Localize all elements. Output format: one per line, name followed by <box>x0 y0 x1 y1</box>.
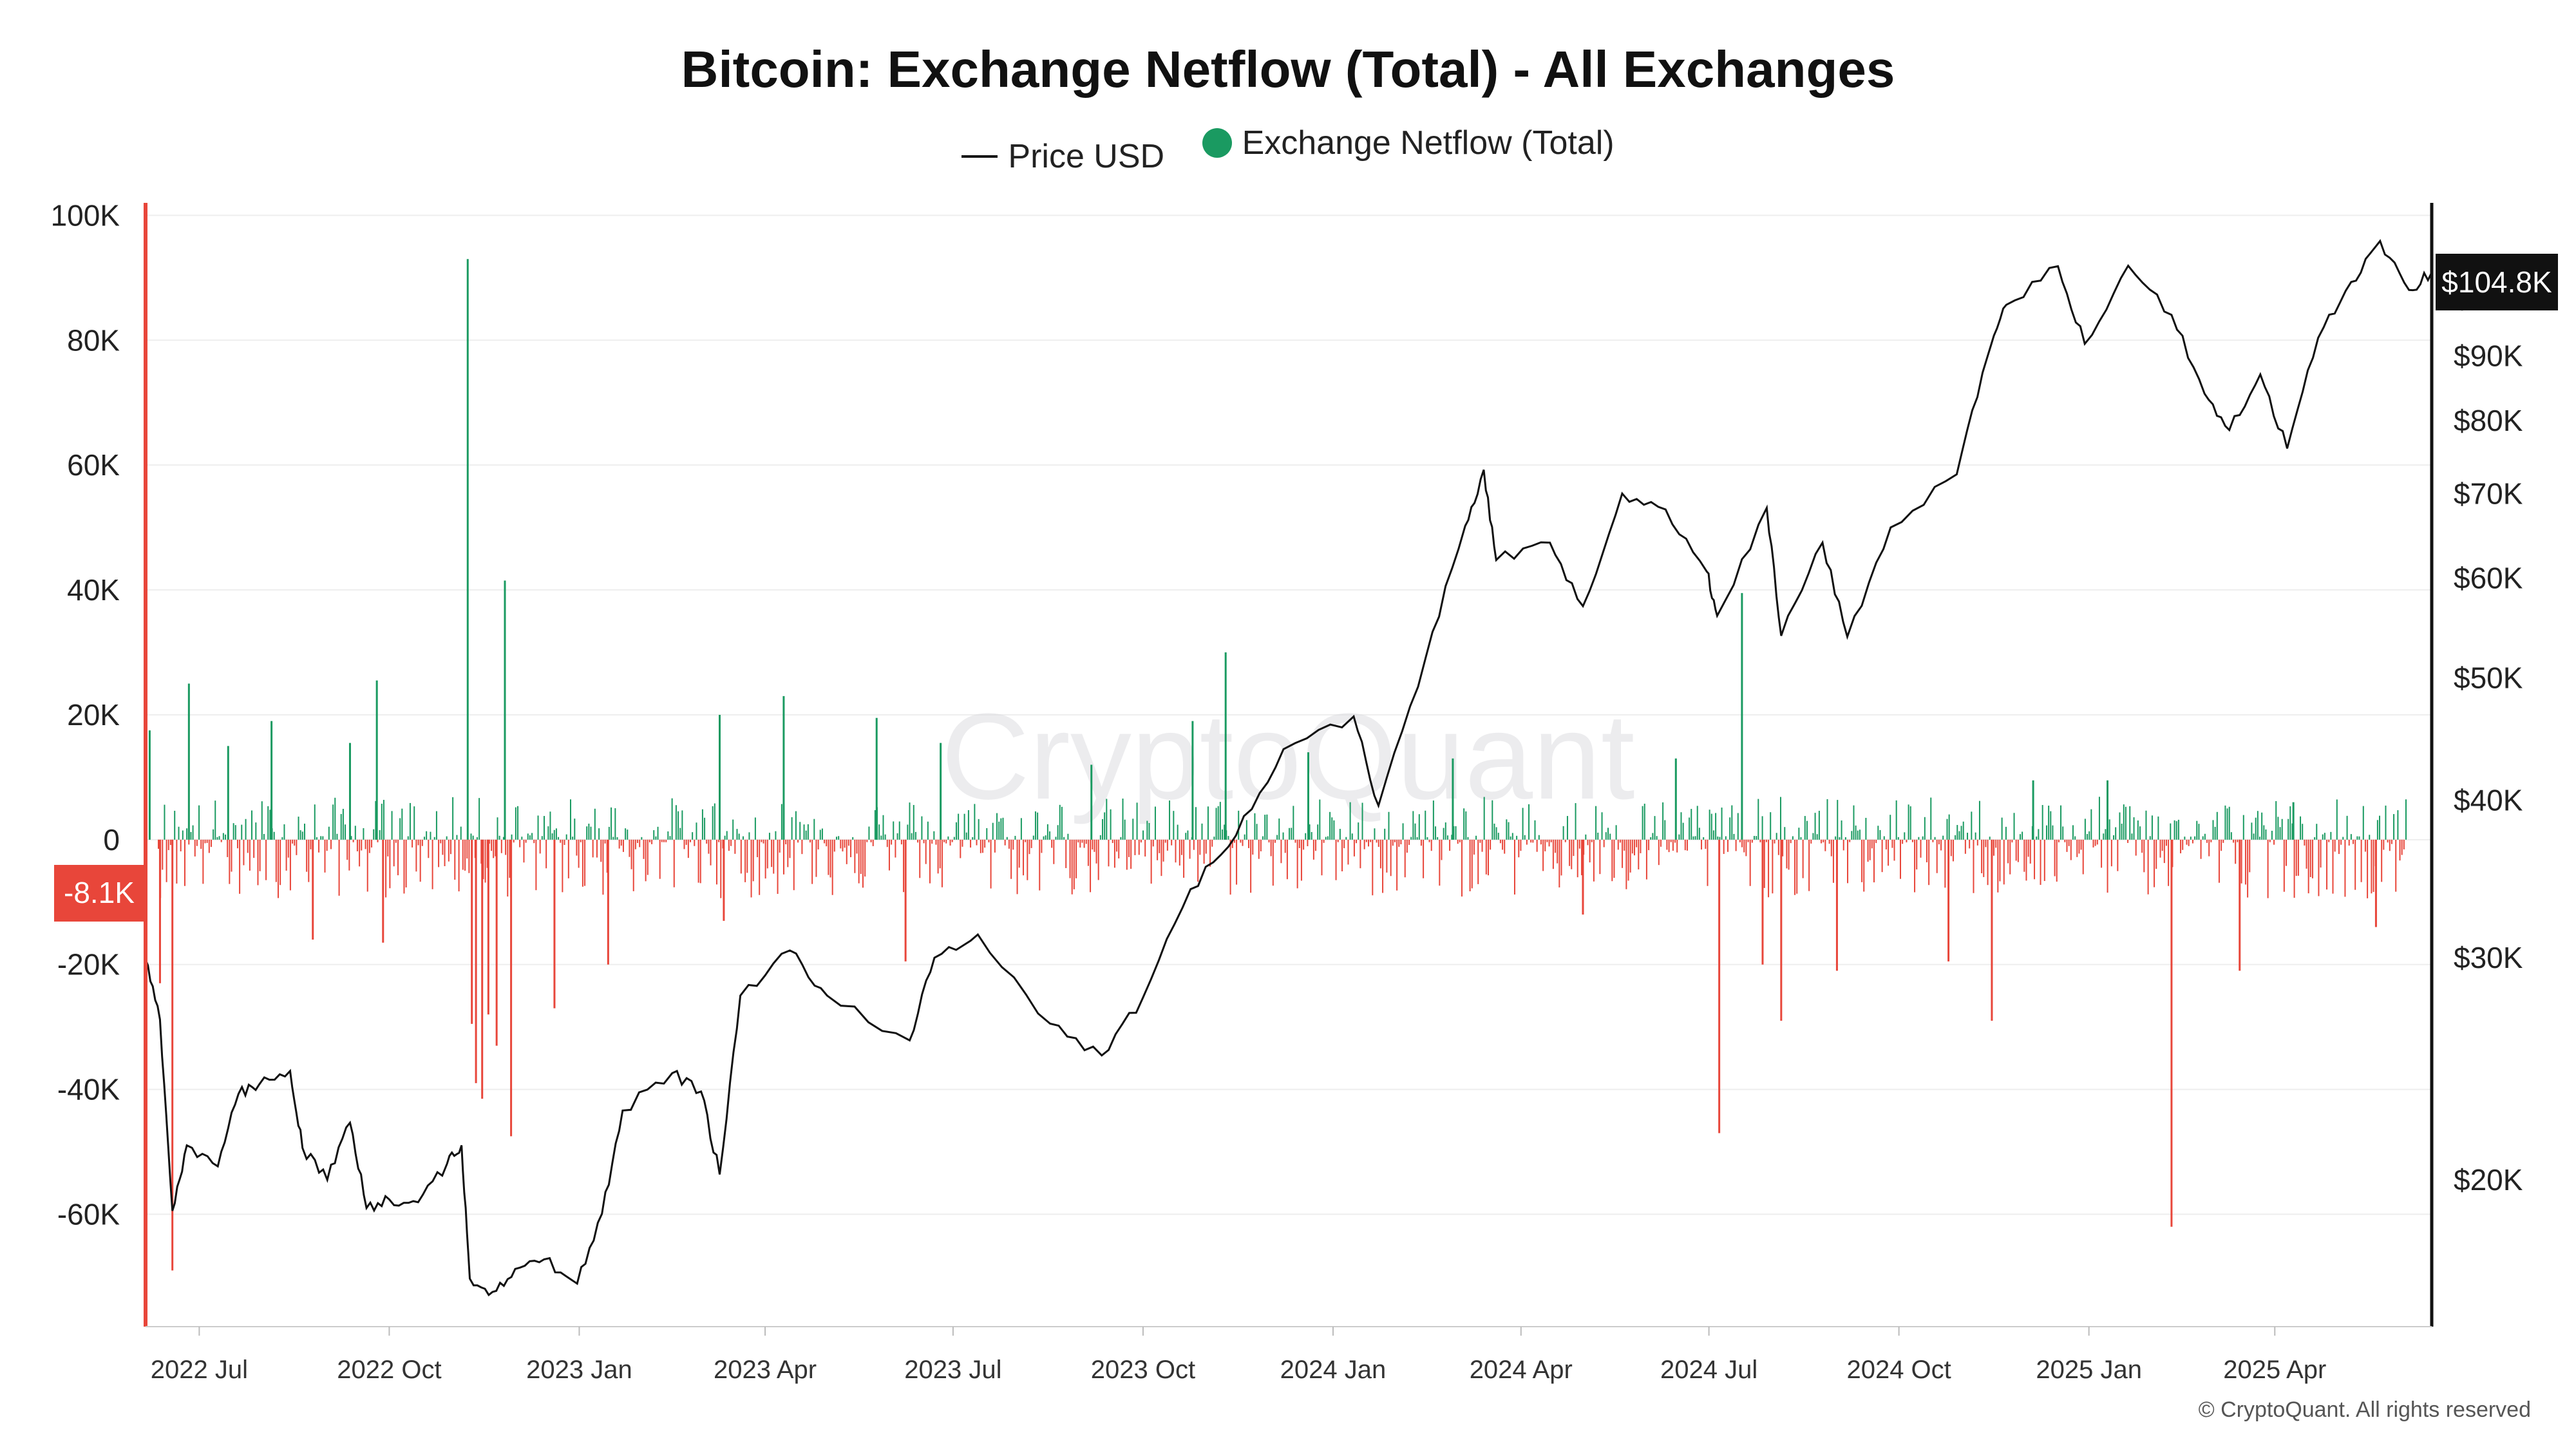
latest-price-value: $104.8K <box>2441 265 2552 299</box>
left-tick-label: 20K <box>67 698 120 732</box>
x-tick-label: 2025 Apr <box>2223 1356 2326 1384</box>
x-tick-label: 2024 Jul <box>1660 1356 1757 1384</box>
right-tick-label: $60K <box>2454 562 2523 595</box>
netflow-bars <box>148 259 2407 1271</box>
right-tick-label: $30K <box>2454 941 2523 974</box>
left-axis-ticks: 100K 80K 60K 40K 20K 0 -20K -40K -60K <box>51 198 120 1231</box>
left-tick-label: 100K <box>51 198 120 232</box>
left-tick-label: -40K <box>57 1073 120 1106</box>
copyright-credit: © CryptoQuant. All rights reserved <box>2198 1397 2531 1422</box>
legend-label-price: Price USD <box>1008 138 1165 175</box>
x-axis-ticks: 2022 Jul 2022 Oct 2023 Jan 2023 Apr 2023 Jul… <box>151 1327 2326 1384</box>
latest-netflow-value: -8.1K <box>64 876 135 909</box>
left-tick-label: 0 <box>103 823 120 857</box>
x-tick-label: 2023 Oct <box>1091 1356 1195 1384</box>
legend-dot-marker <box>1202 128 1232 158</box>
latest-price-badge-bg <box>2436 254 2558 310</box>
x-tick-label: 2024 Apr <box>1470 1356 1573 1384</box>
left-tick-label: -20K <box>57 948 120 981</box>
left-tick-label: -60K <box>57 1198 120 1231</box>
right-tick-label: $40K <box>2454 783 2523 817</box>
price-line <box>144 239 2433 1297</box>
latest-price-badge: $104.8K <box>2436 254 2558 310</box>
legend-line-marker <box>961 155 998 158</box>
x-tick-label: 2023 Apr <box>714 1356 817 1384</box>
right-tick-label: $50K <box>2454 661 2523 695</box>
left-tick-label: 40K <box>67 573 120 607</box>
x-tick-label: 2025 Jan <box>2036 1356 2142 1384</box>
legend-label-netflow: Exchange Netflow (Total) <box>1242 124 1615 162</box>
x-tick-label: 2023 Jul <box>904 1356 1001 1384</box>
right-tick-label: $80K <box>2454 404 2523 437</box>
legend-item-netflow[interactable]: Exchange Netflow (Total) <box>1202 124 1615 162</box>
legend-item-price[interactable]: Price USD <box>961 137 1164 176</box>
watermark: CryptoQuant <box>941 688 1634 825</box>
x-tick-label: 2023 Jan <box>526 1356 632 1384</box>
right-tick-label: $70K <box>2454 477 2523 510</box>
x-tick-label: 2024 Oct <box>1846 1356 1951 1384</box>
right-axis-ticks: $100K$90K$80K$70K$60K$50K$40K$30K$20K <box>2454 281 2539 1197</box>
left-tick-label: 80K <box>67 323 120 357</box>
legend: Price USD Exchange Netflow (Total) <box>0 124 2576 176</box>
right-tick-label: $90K <box>2454 339 2523 373</box>
chart-title: Bitcoin: Exchange Netflow (Total) - All … <box>681 41 1895 98</box>
x-tick-label: 2022 Jul <box>151 1356 248 1384</box>
latest-netflow-badge-bg <box>54 865 144 922</box>
right-tick-label: $20K <box>2454 1163 2523 1197</box>
x-tick-label: 2024 Jan <box>1280 1356 1387 1384</box>
latest-netflow-badge: -8.1K <box>54 865 144 922</box>
x-tick-label: 2022 Oct <box>337 1356 441 1384</box>
left-tick-label: 60K <box>67 448 120 482</box>
